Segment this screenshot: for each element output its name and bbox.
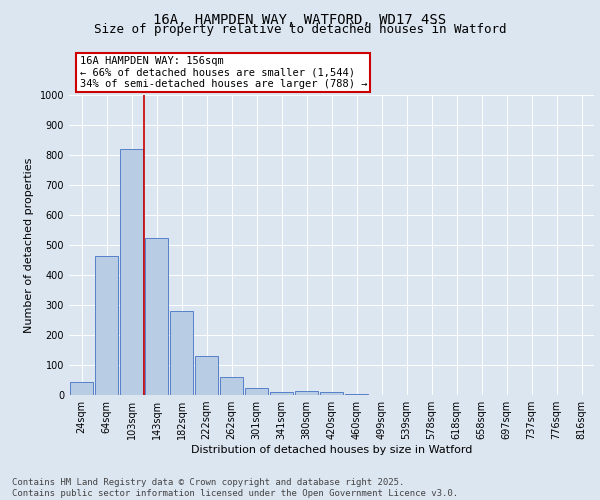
Bar (95, 256, 118, 395)
Bar (145, 238, 168, 395)
Text: 16A, HAMPDEN WAY, WATFORD, WD17 4SS: 16A, HAMPDEN WAY, WATFORD, WD17 4SS (154, 12, 446, 26)
Bar (345, 394, 368, 395)
Bar (195, 356, 218, 395)
Bar (245, 388, 268, 395)
Bar (320, 392, 343, 395)
Y-axis label: Number of detached properties: Number of detached properties (24, 158, 34, 332)
Bar (295, 392, 318, 395)
Bar (70, 382, 93, 395)
X-axis label: Distribution of detached houses by size in Watford: Distribution of detached houses by size … (191, 445, 472, 455)
Text: Size of property relative to detached houses in Watford: Size of property relative to detached ho… (94, 22, 506, 36)
Text: 16A HAMPDEN WAY: 156sqm
← 66% of detached houses are smaller (1,544)
34% of semi: 16A HAMPDEN WAY: 156sqm ← 66% of detache… (79, 56, 367, 89)
Bar (170, 311, 193, 395)
Bar (220, 377, 243, 395)
Bar (270, 392, 293, 395)
Bar (120, 149, 143, 395)
Text: Contains HM Land Registry data © Crown copyright and database right 2025.
Contai: Contains HM Land Registry data © Crown c… (12, 478, 458, 498)
